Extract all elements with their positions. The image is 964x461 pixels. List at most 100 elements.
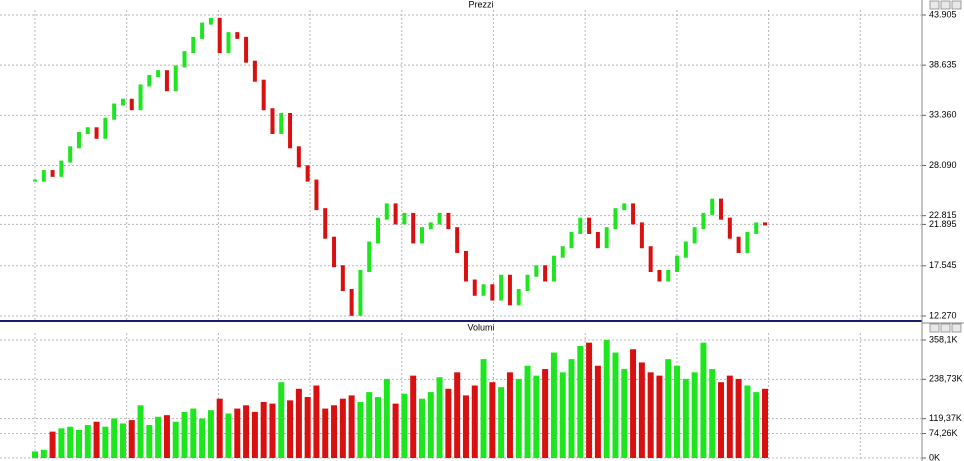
price-bar <box>244 36 249 63</box>
volume-bar <box>621 369 628 458</box>
volume-bar <box>75 429 82 458</box>
price-bar <box>235 32 240 39</box>
volume-bar <box>612 352 619 458</box>
volume-bar <box>383 378 390 458</box>
volume-bar <box>709 369 716 458</box>
price-bar <box>543 265 548 282</box>
volume-bar <box>718 382 725 458</box>
price-bar <box>622 203 627 211</box>
y-tick-label: 74,26K <box>929 428 958 438</box>
y-tick-label: 17.545 <box>929 260 957 270</box>
volume-bar <box>524 365 531 458</box>
y-tick-label: 12.270 <box>929 310 957 320</box>
volume-bar <box>753 392 760 458</box>
volume-bar <box>665 359 672 458</box>
price-bar <box>384 203 389 220</box>
minimize-button[interactable] <box>929 323 940 333</box>
price-bar <box>701 212 706 230</box>
price-bar <box>675 255 680 272</box>
volume-bar <box>647 372 654 458</box>
y-tick-label: 43.905 <box>929 9 957 19</box>
volume-bar <box>128 420 135 458</box>
price-bar <box>604 227 609 249</box>
volume-bar <box>58 428 65 458</box>
close-button[interactable] <box>951 0 962 10</box>
price-bar <box>719 198 724 220</box>
price-bar <box>516 289 521 306</box>
y-tick-label: 28.090 <box>929 160 957 170</box>
price-bar <box>569 231 574 249</box>
price-bar <box>340 265 345 292</box>
maximize-button[interactable] <box>940 0 951 10</box>
price-bar <box>270 108 275 135</box>
y-tick-label: 38.635 <box>929 60 957 70</box>
volume-bar <box>550 352 557 458</box>
volume-bar <box>744 385 751 458</box>
price-bar <box>666 269 671 282</box>
price-bar <box>261 79 266 111</box>
volume-bar <box>559 372 566 458</box>
volume-bar <box>260 401 267 458</box>
price-bar <box>763 222 767 226</box>
volume-bar <box>392 403 399 458</box>
volume-bar <box>735 378 742 458</box>
volume-bar <box>181 411 188 458</box>
close-button[interactable] <box>951 323 962 333</box>
volume-bar <box>471 385 478 458</box>
volume-bar <box>199 418 206 458</box>
price-bar <box>226 32 231 54</box>
volume-bar <box>674 365 681 458</box>
volume-bar <box>163 415 170 458</box>
volume-bar <box>339 398 346 458</box>
volume-bar <box>67 426 74 458</box>
volume-bar <box>691 372 698 458</box>
price-bar <box>463 250 468 282</box>
price-bar <box>437 212 442 225</box>
volume-bar <box>243 405 250 458</box>
volume-bar <box>375 397 382 458</box>
price-bar <box>85 127 90 135</box>
price-bar <box>41 170 46 182</box>
price-bar <box>657 269 662 282</box>
price-bar <box>288 113 293 149</box>
volume-bar <box>427 392 434 458</box>
price-bar <box>587 217 592 234</box>
volume-bar <box>594 365 601 458</box>
price-bar <box>94 127 99 139</box>
volume-bar <box>216 398 223 458</box>
maximize-button[interactable] <box>940 323 951 333</box>
volume-bar <box>269 403 276 458</box>
price-bar <box>279 113 284 135</box>
price-bar <box>314 179 319 211</box>
volume-bar <box>577 345 584 458</box>
y-tick-label: 119,37K <box>929 413 962 423</box>
minimize-button[interactable] <box>929 0 940 10</box>
price-bar <box>613 208 618 230</box>
price-bar <box>349 289 354 316</box>
price-bar <box>560 246 565 258</box>
volume-bar <box>726 375 733 458</box>
price-bar <box>710 198 715 215</box>
volume-bar <box>454 372 461 458</box>
volume-bar <box>348 395 355 458</box>
price-bar <box>745 231 750 253</box>
price-bar <box>446 212 451 230</box>
volume-bar <box>542 369 549 458</box>
volume-bar <box>137 405 144 458</box>
price-bar <box>191 36 196 54</box>
price-bar <box>252 60 257 82</box>
price-bar <box>208 17 213 25</box>
y-tick-label: 0K <box>929 452 940 461</box>
volume-bar <box>102 426 109 458</box>
volume-bar <box>515 378 522 458</box>
volume-bar <box>155 416 162 458</box>
volume-bar <box>190 408 197 458</box>
price-bar <box>33 179 37 182</box>
price-bar <box>112 103 117 120</box>
window-buttons[interactable] <box>929 0 962 333</box>
price-bar <box>525 274 530 292</box>
volume-bar <box>40 449 47 458</box>
volume-bar <box>32 451 38 458</box>
volume-bar <box>762 388 768 458</box>
